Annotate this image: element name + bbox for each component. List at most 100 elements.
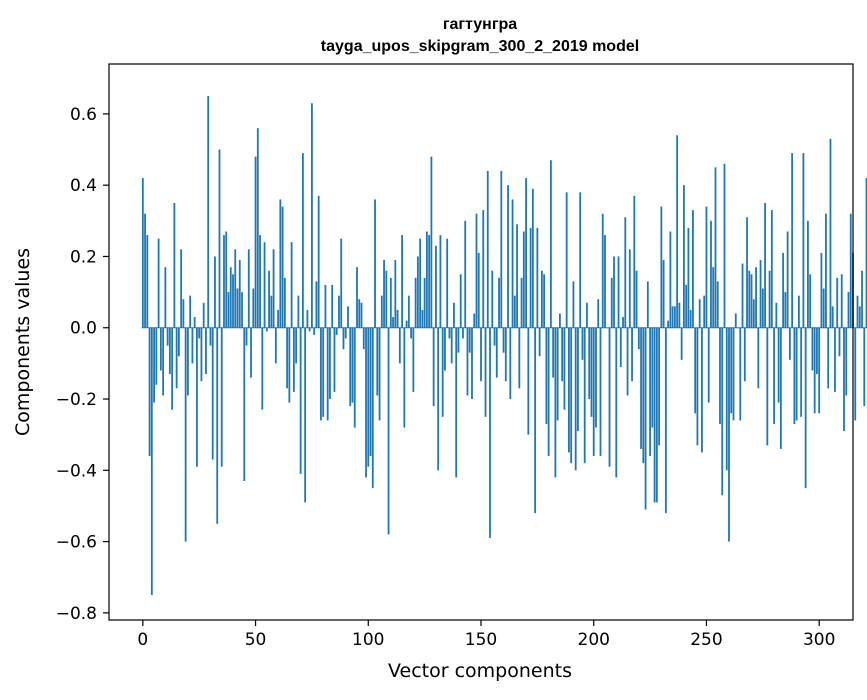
bar-19: [184, 327, 187, 542]
bar-97: [360, 302, 363, 328]
bar-166: [516, 224, 518, 328]
bar-271: [752, 299, 755, 328]
bar-260: [728, 327, 730, 542]
bar-129: [432, 327, 435, 407]
bar-67: [292, 327, 295, 392]
bar-17: [180, 249, 183, 328]
bar-257: [721, 327, 724, 496]
bar-77: [315, 281, 318, 328]
bar-32: [214, 256, 216, 328]
bar-197: [586, 302, 588, 328]
bar-316: [854, 327, 857, 421]
bar-196: [583, 327, 586, 464]
bar-213: [622, 317, 624, 328]
bar-8: [159, 327, 162, 371]
bar-236: [673, 306, 676, 328]
bar-174: [534, 327, 537, 514]
bar-205: [604, 235, 606, 328]
bar-27: [202, 302, 205, 328]
bar-58: [272, 249, 275, 328]
bar-0: [141, 178, 144, 328]
bar-272: [755, 267, 757, 328]
bar-120: [412, 327, 415, 392]
bar-29: [207, 96, 210, 328]
bar-134: [444, 327, 446, 371]
bar-173: [531, 188, 534, 328]
bar-222: [642, 327, 645, 464]
y-tick-label: −0.4: [56, 461, 97, 481]
bar-201: [595, 327, 597, 428]
bar-207: [608, 327, 611, 467]
bar-285: [784, 292, 787, 328]
bar-220: [637, 327, 640, 350]
bar-251: [707, 327, 710, 403]
bar-287: [788, 327, 791, 360]
bar-252: [710, 220, 712, 328]
bar-34: [218, 149, 221, 328]
bar-253: [712, 267, 715, 328]
bar-249: [703, 295, 706, 328]
bar-164: [511, 199, 514, 328]
bar-297: [811, 327, 814, 371]
bar-194: [579, 192, 582, 328]
bar-256: [719, 327, 721, 424]
x-tick-label: 0: [137, 630, 148, 650]
bar-262: [732, 327, 735, 421]
bar-227: [653, 327, 656, 503]
bar-289: [793, 327, 796, 424]
bar-221: [640, 327, 642, 449]
bar-219: [635, 270, 638, 328]
bar-70: [299, 327, 302, 474]
bar-238: [678, 302, 681, 328]
bar-318: [858, 306, 861, 328]
bar-51: [256, 128, 259, 328]
bar-50: [254, 156, 257, 328]
bar-133: [441, 327, 444, 417]
bar-80: [322, 327, 325, 417]
bar-102: [371, 327, 374, 489]
bar-71: [301, 153, 304, 328]
bar-119: [410, 327, 413, 339]
bar-20: [187, 327, 189, 396]
bar-132: [439, 235, 442, 328]
bar-122: [416, 256, 419, 328]
bar-223: [644, 327, 647, 510]
bar-7: [157, 238, 160, 328]
bar-250: [705, 206, 708, 328]
bar-154: [489, 327, 491, 539]
bar-40: [232, 274, 234, 328]
bar-85: [333, 327, 336, 392]
bar-63: [283, 277, 286, 328]
bar-68: [295, 327, 298, 364]
bar-189: [568, 327, 570, 453]
bar-161: [504, 327, 507, 382]
bar-142: [462, 327, 464, 339]
bar-241: [685, 284, 688, 328]
bar-195: [581, 327, 584, 360]
bar-74: [308, 327, 311, 332]
bar-144: [466, 327, 469, 396]
bar-38: [227, 292, 230, 328]
bar-309: [838, 327, 841, 357]
bar-254: [714, 167, 717, 328]
bar-1: [144, 213, 146, 328]
x-tick-label: 250: [690, 630, 722, 650]
bar-280: [773, 327, 775, 424]
bar-60: [277, 309, 279, 328]
bar-165: [513, 295, 516, 328]
bar-73: [306, 309, 309, 328]
bar-91: [347, 306, 349, 328]
bar-181: [549, 160, 552, 328]
bar-101: [369, 327, 372, 457]
bar-210: [615, 327, 618, 478]
x-tick-label: 150: [465, 630, 497, 650]
bar-124: [421, 309, 424, 328]
bar-303: [825, 213, 827, 328]
y-tick-label: −0.6: [56, 533, 97, 553]
bars-group: [141, 96, 867, 596]
bar-313: [847, 292, 850, 328]
bar-87: [338, 295, 340, 328]
bar-242: [687, 227, 690, 328]
bar-232: [664, 327, 667, 514]
